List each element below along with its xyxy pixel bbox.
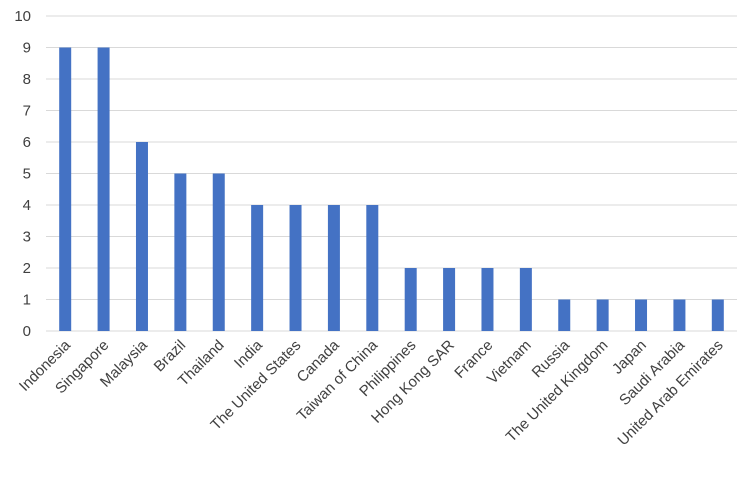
y-axis-tick-labels: 0 1 2 3 4 5 6 7 8 9 10 [14, 8, 31, 340]
bar [673, 299, 686, 331]
bar [443, 268, 456, 331]
y-tick-label: 4 [23, 197, 31, 214]
y-tick-label: 6 [23, 134, 31, 151]
x-tick-label: India [231, 336, 266, 371]
bar [558, 299, 571, 331]
bar [711, 299, 724, 331]
y-tick-label: 2 [23, 260, 31, 277]
bar [251, 205, 264, 331]
bar [481, 268, 494, 331]
gridlines [46, 15, 737, 332]
bar [596, 299, 609, 331]
y-tick-label: 0 [23, 323, 31, 340]
bar [635, 299, 648, 331]
bar [404, 268, 417, 331]
bar [212, 173, 225, 331]
y-tick-label: 7 [23, 103, 31, 120]
y-tick-label: 10 [14, 8, 31, 25]
bar [366, 205, 379, 331]
bar [289, 205, 302, 331]
bar [97, 47, 110, 331]
bar [174, 173, 187, 331]
y-tick-label: 9 [23, 40, 31, 57]
bar [135, 142, 148, 331]
bar [519, 268, 532, 331]
bar [59, 47, 72, 331]
y-tick-label: 1 [23, 292, 31, 309]
bar [327, 205, 340, 331]
y-tick-label: 8 [23, 71, 31, 88]
y-tick-label: 5 [23, 166, 31, 183]
y-tick-label: 3 [23, 229, 31, 246]
bars [59, 47, 724, 331]
